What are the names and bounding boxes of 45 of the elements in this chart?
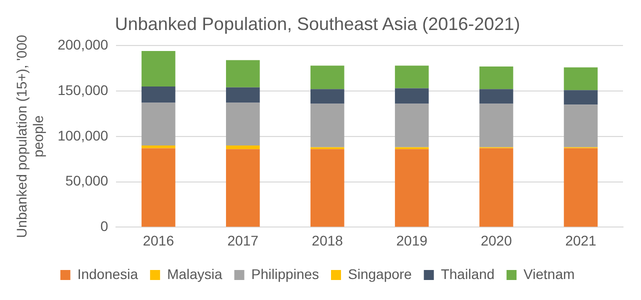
y-axis-title: Unbanked population (15+), '000 people	[13, 34, 46, 238]
bar	[310, 104, 344, 148]
bar	[142, 148, 176, 227]
bar	[226, 149, 260, 227]
legend-label: Philippines	[251, 266, 320, 282]
bar	[310, 66, 344, 90]
bar	[479, 89, 514, 104]
bar	[564, 67, 598, 90]
bar	[142, 102, 176, 146]
bar	[142, 86, 176, 103]
legend-label: Malaysia	[167, 266, 223, 282]
bar	[226, 102, 260, 146]
legend-label: Singapore	[348, 266, 412, 282]
bar	[226, 145, 260, 150]
bar	[479, 148, 514, 227]
bar	[479, 104, 514, 148]
bar	[394, 149, 429, 227]
y-tick-label: 200,000	[58, 36, 108, 52]
bar	[564, 148, 598, 227]
bar	[479, 66, 514, 90]
legend-label: Vietnam	[524, 266, 575, 282]
bar	[310, 149, 344, 227]
bar	[394, 66, 429, 88]
bar	[142, 51, 176, 86]
y-tick-label: 50,000	[65, 172, 108, 189]
chart-title: Unbanked Population, Southeast Asia (2016-2021)	[114, 14, 520, 34]
y-tick-label: 0	[100, 218, 108, 234]
x-tick-label: 2018	[312, 232, 344, 248]
x-tick-label: 2021	[565, 232, 597, 248]
bar	[310, 89, 344, 104]
bar	[564, 90, 598, 105]
bar	[564, 104, 598, 148]
bar	[142, 145, 176, 148]
legend-label: Indonesia	[77, 266, 138, 282]
y-tick-label: 100,000	[58, 127, 108, 144]
bar	[394, 88, 429, 104]
y-tick-label: 150,000	[58, 82, 108, 98]
x-tick-label: 2019	[396, 232, 428, 248]
bar	[226, 87, 260, 103]
x-tick-label: 2016	[142, 232, 174, 248]
x-tick-label: 2020	[480, 232, 512, 248]
legend-label: Thailand	[440, 266, 495, 282]
bar	[226, 60, 260, 88]
x-tick-label: 2017	[227, 232, 259, 248]
bar	[394, 104, 429, 148]
